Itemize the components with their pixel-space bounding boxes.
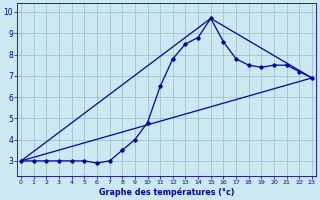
X-axis label: Graphe des températures (°c): Graphe des températures (°c) xyxy=(99,187,234,197)
